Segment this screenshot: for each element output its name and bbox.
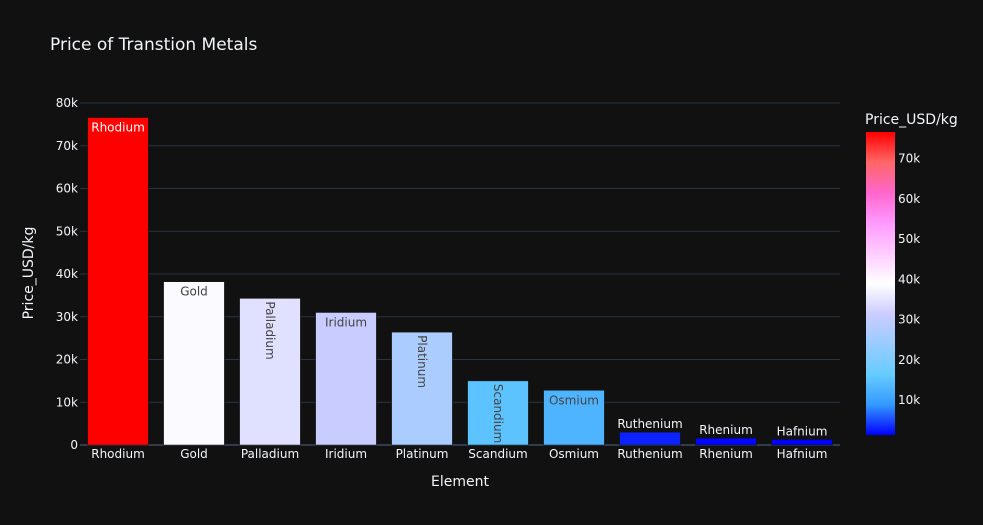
colorbar-gradient — [866, 132, 895, 435]
y-axis-title: Price_USD/kg — [21, 227, 37, 320]
x-axis-title: Element — [431, 474, 489, 490]
bar-text-label: Rhodium — [91, 121, 145, 135]
bar-text-label: Gold — [180, 285, 208, 299]
bar-hafnium[interactable] — [771, 439, 833, 446]
colorbar-tick-label: 60k — [898, 192, 920, 206]
y-tick-label: 40k — [56, 267, 78, 281]
colorbar-tick-label: 40k — [898, 272, 920, 286]
bar-text-label: Rhenium — [699, 423, 753, 437]
y-tick-label: 0 — [70, 438, 78, 452]
y-tick-label: 50k — [56, 224, 78, 238]
x-tick-label: Gold — [180, 447, 208, 461]
x-tick-label: Palladium — [241, 447, 299, 461]
x-tick-label: Platinum — [396, 447, 449, 461]
colorbar: Price_USD/kg 10k 20k 30k 40k 50k 60k 70k — [865, 112, 958, 435]
bar-text-label: Hafnium — [777, 424, 828, 438]
x-tick-label: Rhodium — [91, 447, 145, 461]
y-tick-label: 20k — [56, 353, 78, 367]
bar-text-labels: Rhodium Gold Palladium Iridium Platinum Scand… — [91, 121, 827, 444]
colorbar-title: Price_USD/kg — [865, 112, 958, 128]
y-tick-label: 70k — [56, 139, 78, 153]
bar-text-label: Platinum — [415, 335, 429, 388]
x-tick-label: Iridium — [325, 447, 367, 461]
y-tick-label: 60k — [56, 182, 78, 196]
y-tick-labels: 0 10k 20k 30k 40k 50k 60k 70k 80k — [56, 96, 78, 452]
bars-layer — [87, 117, 833, 446]
bar-scandium[interactable] — [467, 380, 529, 446]
bar-rhenium[interactable] — [695, 437, 757, 446]
chart-title: Price of Transtion Metals — [50, 35, 257, 55]
bar-text-label: Osmium — [549, 393, 599, 407]
colorbar-tick-label: 20k — [898, 353, 920, 367]
x-tick-label: Ruthenium — [617, 447, 682, 461]
bar-osmium[interactable] — [543, 390, 605, 446]
bar-text-label: Ruthenium — [617, 417, 682, 431]
bar-ruthenium[interactable] — [619, 431, 681, 446]
x-tick-label: Hafnium — [777, 447, 828, 461]
y-tick-label: 80k — [56, 96, 78, 110]
x-tick-labels: Rhodium Gold Palladium Iridium Platinum Scand… — [91, 447, 827, 461]
colorbar-tick-label: 30k — [898, 313, 920, 327]
bar-iridium[interactable] — [315, 312, 377, 446]
bar-text-label: Iridium — [325, 315, 367, 329]
bar-platinum[interactable] — [391, 331, 453, 446]
bar-rhodium[interactable] — [87, 117, 149, 446]
x-tick-label: Rhenium — [699, 447, 753, 461]
colorbar-tick-label: 70k — [898, 152, 920, 166]
y-tick-label: 10k — [56, 395, 78, 409]
colorbar-ticks: 10k 20k 30k 40k 50k 60k 70k — [898, 152, 920, 407]
bar-text-label: Palladium — [263, 301, 277, 359]
y-tick-label: 30k — [56, 310, 78, 324]
x-tick-label: Osmium — [549, 447, 599, 461]
bar-palladium[interactable] — [239, 298, 301, 446]
colorbar-tick-label: 10k — [898, 393, 920, 407]
colorbar-tick-label: 50k — [898, 232, 920, 246]
bar-text-label: Scandium — [491, 384, 505, 443]
bar-gold[interactable] — [163, 281, 225, 446]
x-tick-label: Scandium — [468, 447, 527, 461]
